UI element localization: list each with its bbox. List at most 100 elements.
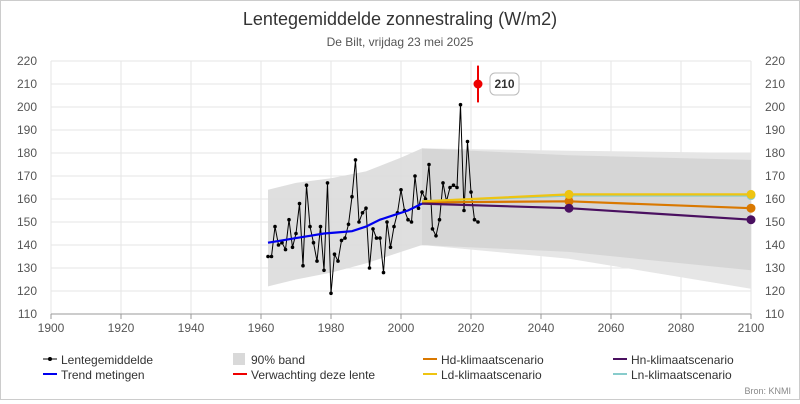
- data-point: [434, 234, 438, 238]
- x-tick-label: 1920: [108, 321, 135, 335]
- data-point: [451, 183, 456, 187]
- data-point: [385, 220, 389, 224]
- y-tick-label-left: 190: [17, 123, 37, 137]
- data-point: [283, 247, 288, 252]
- forecast-group: 210: [473, 65, 520, 103]
- data-point: [416, 206, 421, 210]
- legend-label: 90% band: [251, 353, 305, 367]
- axes: 110 110 120 120 130 130 140 140 150 150 160 160 170 1…: [17, 54, 785, 335]
- forecast-point: [473, 79, 483, 89]
- data-point: [325, 181, 330, 185]
- forecast-label: 210: [494, 77, 514, 91]
- y-tick-label-right: 190: [765, 123, 785, 137]
- x-tick-label: 2060: [598, 321, 625, 335]
- scenario-marker: [564, 196, 574, 206]
- data-point: [388, 245, 393, 250]
- x-tick-label: 1960: [248, 321, 275, 335]
- data-point: [406, 217, 410, 222]
- data-point: [297, 201, 302, 206]
- data-point: [353, 158, 358, 162]
- chart-title: Lentegemiddelde zonnestraling (W/m2): [243, 9, 557, 29]
- data-point: [339, 238, 344, 243]
- legend-item-forecast[interactable]: Verwachting deze lente: [233, 368, 375, 382]
- data-point: [273, 224, 277, 229]
- y-tick-label-left: 120: [17, 284, 37, 298]
- y-tick-label-left: 180: [17, 146, 37, 160]
- data-point: [350, 194, 354, 199]
- legend-label: Trend metingen: [61, 368, 145, 382]
- y-tick-label-right: 150: [765, 215, 785, 229]
- data-point: [322, 268, 326, 273]
- y-tick-label-right: 160: [765, 192, 785, 206]
- data-point: [360, 211, 365, 215]
- data-point: [336, 259, 340, 263]
- data-point: [476, 220, 480, 224]
- x-tick-label: 1940: [178, 321, 205, 335]
- legend-item-ln[interactable]: Ln-klimaatscenario: [613, 368, 732, 382]
- data-point: [367, 266, 372, 270]
- forecast-label-box: [489, 72, 520, 96]
- y-tick-label-left: 220: [17, 54, 37, 68]
- series-lines: [266, 102, 756, 296]
- data-point: [304, 183, 309, 187]
- y-tick-label-left: 130: [17, 261, 37, 275]
- data-point: [364, 206, 368, 210]
- data-point: [290, 245, 295, 250]
- x-tick-label: 2100: [738, 321, 765, 335]
- data-point: [423, 197, 428, 201]
- data-point: [311, 240, 316, 245]
- data-point: [381, 270, 386, 275]
- x-tick-label: 2000: [388, 321, 415, 335]
- scenario-marker: [564, 203, 574, 213]
- data-point: [399, 188, 403, 192]
- data-point: [378, 236, 382, 240]
- legend-label: Hn-klimaatscenario: [631, 353, 734, 367]
- y-tick-label-left: 210: [17, 77, 37, 91]
- y-tick-label-right: 200: [765, 100, 785, 114]
- y-tick-label-left: 170: [17, 169, 37, 183]
- y-tick-label-left: 160: [17, 192, 37, 206]
- y-tick-label-right: 180: [765, 146, 785, 160]
- data-point: [441, 181, 445, 185]
- data-point: [371, 227, 375, 231]
- data-point: [346, 222, 351, 227]
- data-point: [301, 263, 305, 268]
- x-tick-label: 1900: [38, 321, 65, 335]
- scenario-marker: [746, 189, 756, 199]
- x-tick-label: 1980: [318, 321, 345, 335]
- legend-label: Verwachting deze lente: [251, 368, 375, 382]
- data-point: [413, 174, 417, 178]
- band-measured: [268, 148, 422, 287]
- legend-item-hn[interactable]: Hn-klimaatscenario: [613, 353, 734, 367]
- data-point: [469, 190, 473, 194]
- y-tick-label-left: 110: [18, 307, 37, 321]
- data-point: [294, 231, 298, 236]
- x-tick-label: 2020: [458, 321, 485, 335]
- data-point: [308, 224, 312, 229]
- legend-item-band[interactable]: 90% band: [233, 353, 305, 367]
- legend-item-hd[interactable]: Hd-klimaatscenario: [423, 353, 544, 367]
- scenario-marker: [746, 203, 756, 213]
- scenario-marker: [746, 215, 756, 225]
- legend: Lentegemiddelde Trend metingen 90% band …: [43, 353, 734, 382]
- legend-label: Lentegemiddelde: [61, 353, 153, 367]
- legend-label: Hd-klimaatscenario: [441, 353, 544, 367]
- series-trend: [267, 202, 423, 244]
- chart-subtitle: De Bilt, vrijdag 23 mei 2025: [327, 35, 474, 49]
- legend-item-ld[interactable]: Ld-klimaatscenario: [423, 368, 542, 382]
- legend-item-trend[interactable]: Trend metingen: [43, 368, 145, 382]
- y-tick-label-right: 170: [765, 169, 785, 183]
- data-point: [357, 220, 361, 224]
- scenario-marker: [564, 189, 574, 199]
- legend-item-lentegemiddelde[interactable]: Lentegemiddelde: [43, 353, 153, 367]
- y-tick-label-left: 200: [17, 100, 37, 114]
- data-point: [374, 236, 379, 240]
- data-point: [332, 252, 337, 256]
- data-point: [420, 190, 424, 194]
- x-tick-label: 2040: [528, 321, 555, 335]
- data-point: [280, 240, 284, 245]
- data-point: [315, 259, 319, 263]
- data-point: [458, 102, 463, 107]
